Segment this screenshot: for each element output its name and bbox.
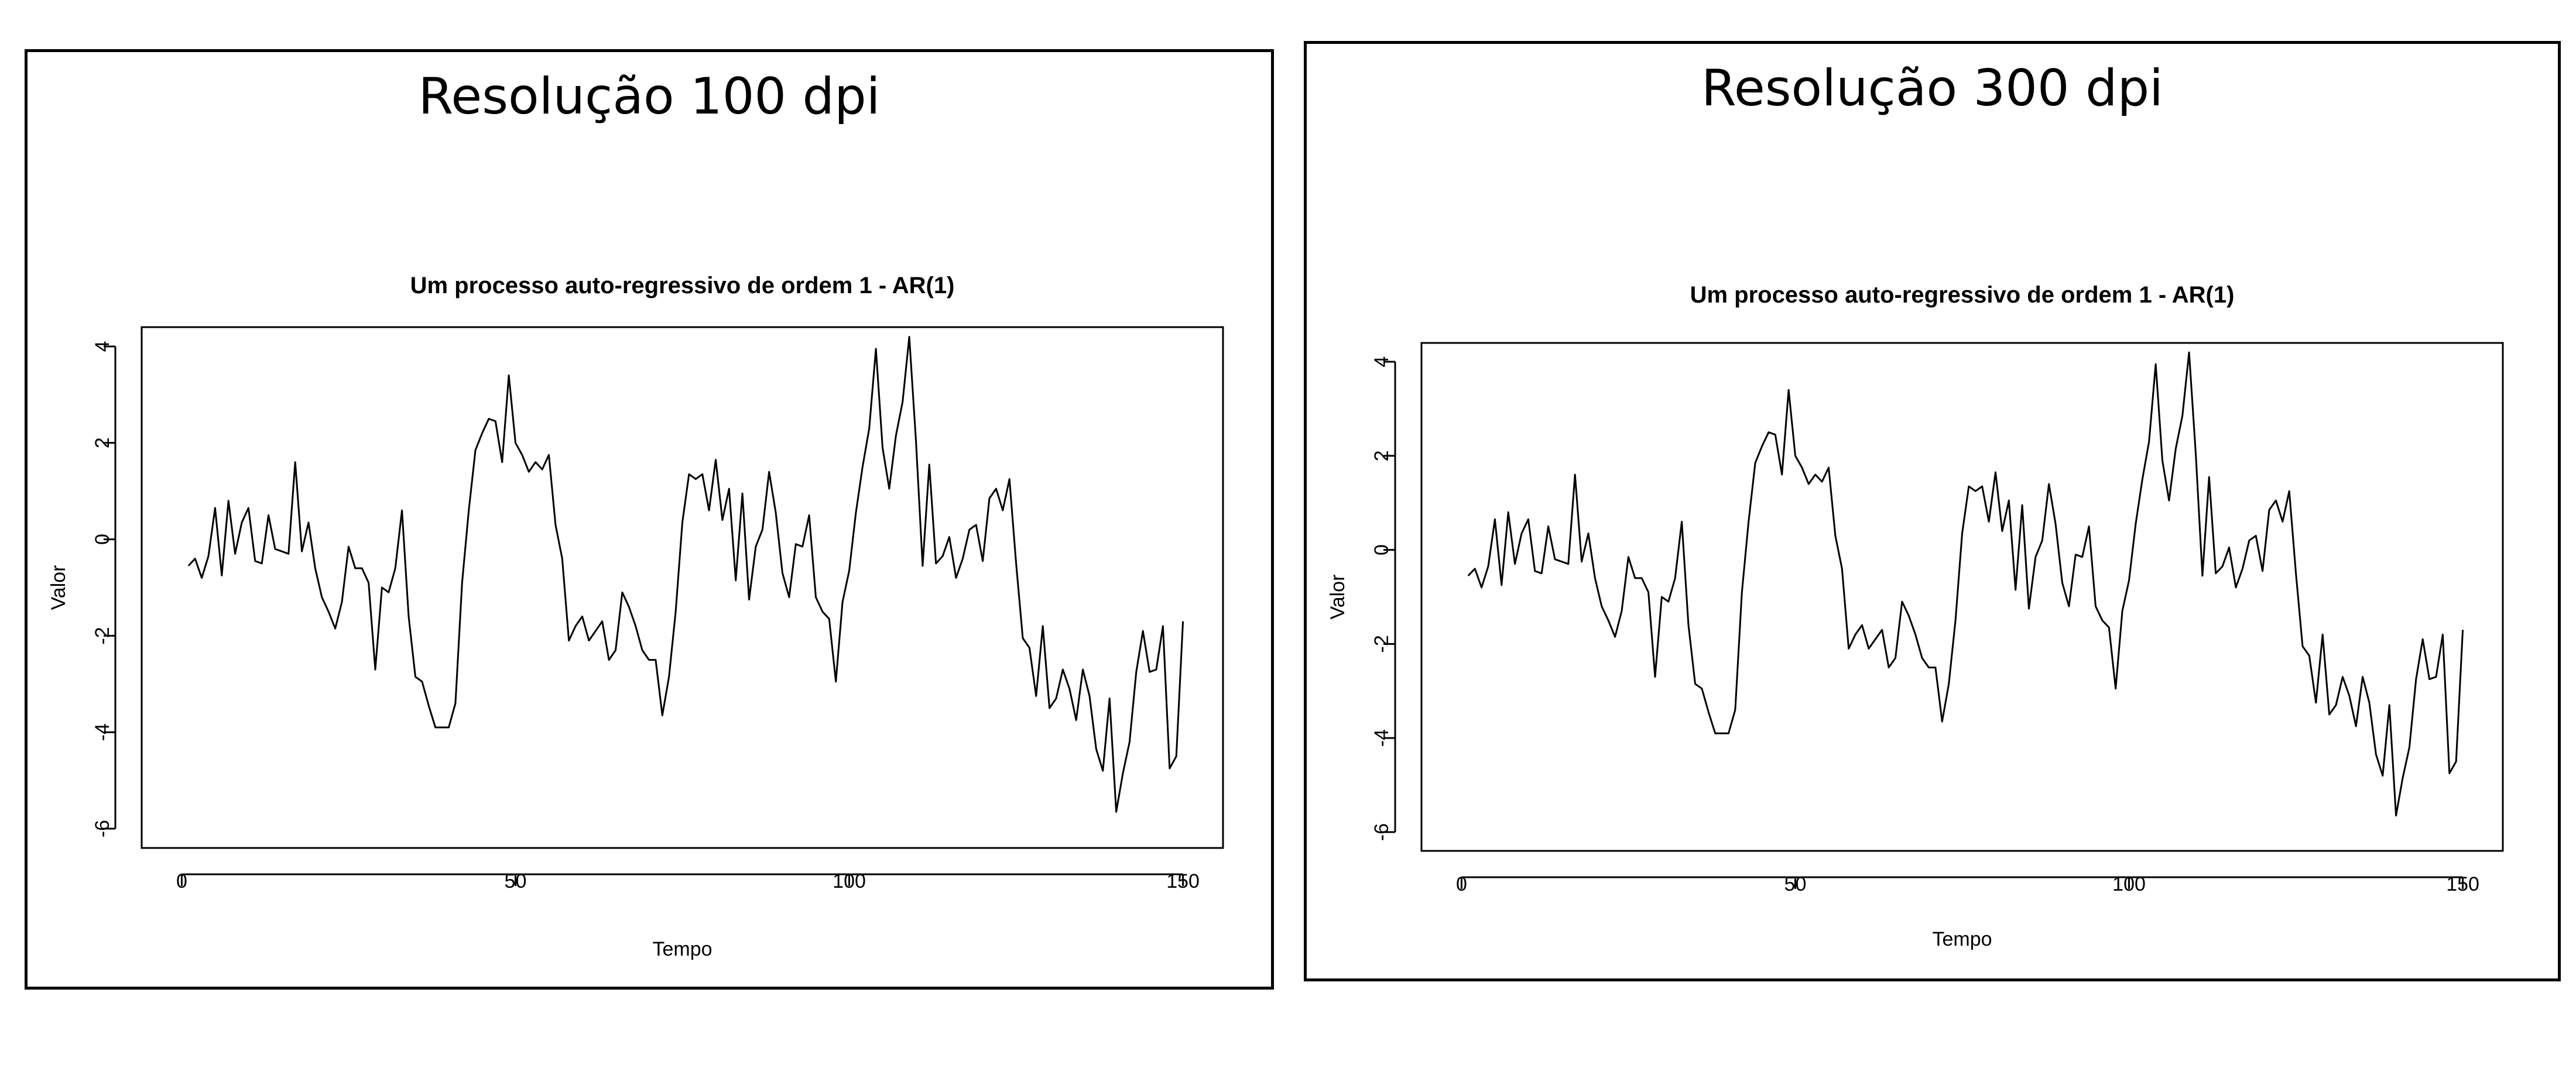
x-tick-label: 150 (1166, 870, 1200, 892)
panel-300-dpi: Resolução 300 dpi Um processo auto-regre… (1304, 41, 2561, 981)
x-tick-label: 150 (2446, 873, 2479, 895)
chart-100-dpi: Um processo auto-regressivo de ordem 1 -… (47, 273, 1224, 960)
x-tick-label: 0 (1456, 873, 1467, 895)
x-tick-label: 0 (176, 870, 187, 892)
x-axis-label: Tempo (652, 938, 712, 960)
y-axis-label: Valor (1327, 575, 1349, 620)
y-tick-label: -4 (1371, 729, 1393, 747)
panel-title: Resolução 300 dpi (1701, 59, 2164, 118)
panel-title: Resolução 100 dpi (418, 67, 881, 126)
panel-100-dpi: Resolução 100 dpi Um processo auto-regre… (25, 49, 1274, 990)
y-tick-label: 2 (91, 437, 114, 448)
x-tick-label: 100 (833, 870, 866, 892)
y-tick-label: 4 (91, 341, 114, 352)
plot-frame (141, 326, 1224, 849)
y-tick-label: -6 (91, 820, 114, 837)
y-tick-label: -6 (1371, 823, 1393, 841)
chart-300-dpi: Um processo auto-regressivo de ordem 1 -… (1327, 282, 2504, 950)
y-tick-label: 0 (91, 534, 114, 545)
x-tick-label: 50 (505, 870, 527, 892)
y-tick-label: -2 (91, 627, 114, 644)
y-axis-label: Valor (47, 565, 70, 610)
y-tick-label: 4 (1371, 356, 1393, 368)
series-line (187, 336, 1184, 813)
plot-frame (1420, 342, 2504, 852)
chart-title: Um processo auto-regressivo de ordem 1 -… (1690, 282, 2235, 308)
series-line (1467, 351, 2464, 817)
x-tick-label: 100 (2112, 873, 2146, 895)
x-axis-label: Tempo (1932, 928, 1992, 950)
y-tick-label: 0 (1371, 544, 1393, 555)
y-tick-label: -2 (1371, 635, 1393, 653)
y-tick-label: -4 (91, 723, 114, 741)
x-tick-label: 50 (1784, 873, 1807, 895)
chart-title: Um processo auto-regressivo de ordem 1 -… (410, 273, 955, 298)
y-tick-label: 2 (1371, 450, 1393, 461)
